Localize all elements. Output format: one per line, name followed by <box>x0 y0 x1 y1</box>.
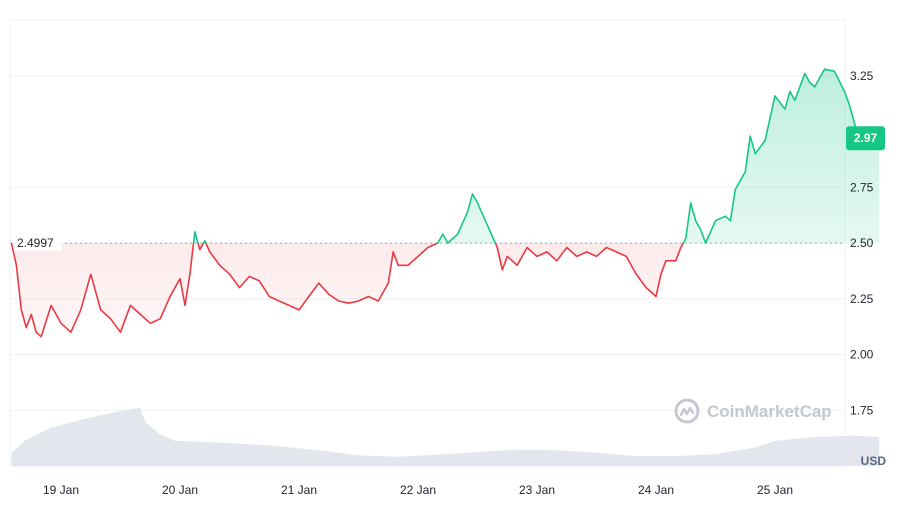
y-axis-ticks: 1.75 2.00 2.25 2.50 2.75 3.25 <box>850 69 874 418</box>
current-price-badge: 2.97 <box>846 126 885 151</box>
volume-area-group <box>11 407 880 466</box>
watermark-text: CoinMarketCap <box>707 402 832 421</box>
price-area-above-fill <box>11 69 880 244</box>
x-tick-label: 20 Jan <box>162 483 198 497</box>
price-line-up <box>11 68 880 244</box>
x-tick-label: 19 Jan <box>43 483 79 497</box>
x-tick-label: 21 Jan <box>281 483 317 497</box>
price-lines <box>10 68 880 338</box>
watermark: CoinMarketCap <box>674 398 832 424</box>
reference-price-label-bg <box>12 235 62 252</box>
current-price-label: 2.97 <box>854 131 878 145</box>
y-tick-label: 2.75 <box>850 180 874 194</box>
volume-area <box>11 407 880 466</box>
x-axis-ticks: 19 Jan 20 Jan 21 Jan 22 Jan 23 Jan 24 Jan 25 J… <box>43 483 793 497</box>
reference-price-label: 2.4997 <box>17 236 54 250</box>
current-price-badge-bg <box>846 126 885 151</box>
y-tick-label: 2.00 <box>850 348 874 362</box>
y-tick-label: 2.50 <box>850 236 874 250</box>
price-area-below-fill <box>11 243 880 337</box>
x-tick-label: 23 Jan <box>519 483 555 497</box>
x-tick-label: 22 Jan <box>400 483 436 497</box>
y-tick-label: 2.25 <box>850 292 874 306</box>
price-area-fills <box>11 69 880 337</box>
y-tick-label: 3.25 <box>850 69 874 83</box>
currency-label: USD <box>861 454 887 468</box>
x-tick-label: 25 Jan <box>757 483 793 497</box>
x-tick-label: 24 Jan <box>638 483 674 497</box>
y-tick-label: 1.75 <box>850 403 874 417</box>
price-line-down <box>10 243 707 338</box>
coinmarketcap-logo-icon <box>674 398 700 424</box>
